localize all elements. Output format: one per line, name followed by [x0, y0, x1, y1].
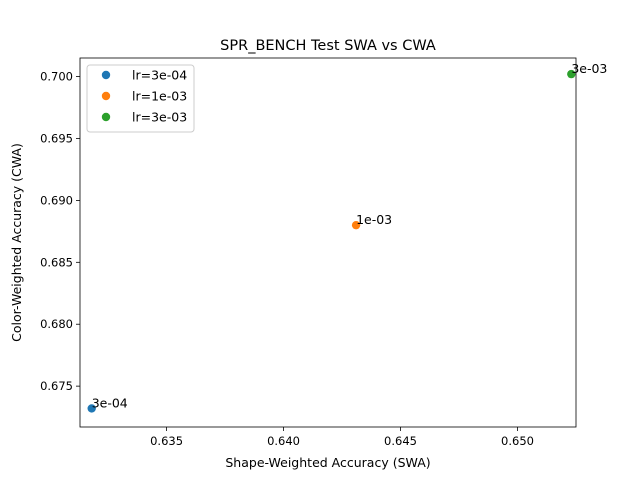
y-tick-label: 0.695 — [40, 131, 73, 145]
x-tick-label: 0.650 — [501, 434, 534, 448]
y-tick-label: 0.690 — [40, 193, 73, 207]
data-label: 1e-03 — [356, 212, 392, 227]
x-tick-label: 0.635 — [150, 434, 183, 448]
legend-marker — [101, 112, 111, 122]
data-point — [87, 404, 96, 413]
y-axis-ticks: 0.675 0.680 0.685 0.690 0.695 0.700 — [40, 70, 80, 393]
x-tick-label: 0.640 — [267, 434, 300, 448]
y-tick-label: 0.700 — [40, 70, 73, 84]
data-point — [567, 69, 576, 79]
data-label: 3e-03 — [571, 61, 607, 76]
chart-title: SPR_BENCH Test SWA vs CWA — [220, 38, 436, 54]
legend: lr=3e-04 lr=1e-03 lr=3e-03 — [86, 64, 195, 133]
y-tick-label: 0.685 — [40, 255, 73, 269]
plot-frame — [79, 57, 577, 428]
x-tick-label: 0.645 — [384, 434, 417, 448]
legend-frame — [86, 64, 195, 133]
y-tick-label: 0.675 — [40, 379, 73, 393]
y-tick-label: 0.680 — [40, 317, 73, 331]
x-axis-label: Shape-Weighted Accuracy (SWA) — [225, 455, 430, 470]
data-label: 3e-04 — [92, 395, 128, 410]
legend-marker — [101, 91, 111, 101]
legend-label: lr=1e-03 — [132, 89, 187, 104]
legend-label: lr=3e-04 — [132, 68, 187, 83]
data-point — [351, 220, 361, 230]
legend-label: lr=3e-03 — [132, 110, 187, 125]
y-axis-label: Color-Weighted Accuracy (CWA) — [9, 143, 24, 342]
data-marks: 3e-04 1e-03 3e-03 — [87, 61, 607, 413]
legend-marker — [101, 70, 111, 80]
x-axis-ticks: 0.635 0.640 0.645 0.650 — [150, 427, 534, 448]
